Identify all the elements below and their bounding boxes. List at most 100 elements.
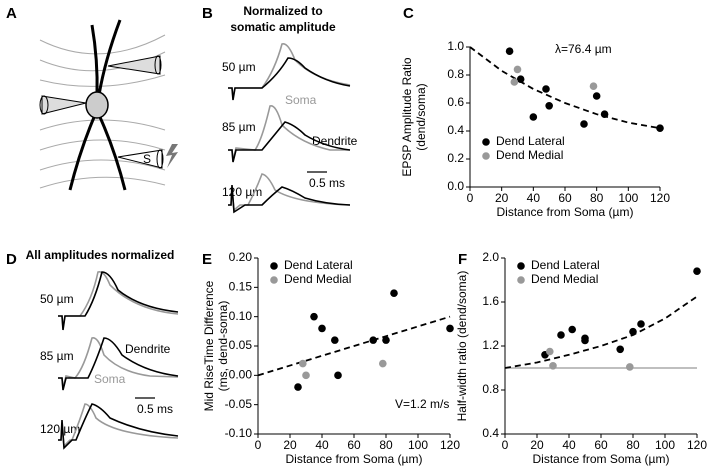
x-tick-label: 60 [558,191,572,205]
data-point [600,110,609,118]
data-point [626,363,634,371]
x-tick-label: 120 [687,438,707,452]
x-tick-label: 100 [408,438,428,452]
scale-label: 0.5 ms [309,176,345,190]
y-axis-label: EPSP Amplitude Ratio [400,57,414,177]
scale-label: 0.5 ms [137,402,173,416]
y-tick-label: 0.8 [482,382,499,396]
legend-label: Dend Medial [496,148,563,162]
x-tick-label: 40 [315,438,329,452]
traces [58,270,179,450]
y-tick-label: 0.10 [229,309,253,323]
data-point [446,324,454,333]
x-axis-label: Distance from Soma (µm) [286,452,423,466]
y-tick-label: 0.05 [229,338,253,352]
x-axis-label: Distance from Soma (µm) [533,452,670,466]
data-point [302,371,310,380]
x-tick-label: 20 [495,191,509,205]
data-point [637,320,645,328]
panel-title: All amplitudes normalized [26,248,175,262]
panel-title: somatic amplitude [230,20,336,34]
y-tick-label: 0.00 [229,368,253,382]
y-tick-label: 0.6 [447,95,464,109]
data-point [557,331,565,339]
data-point [369,336,378,344]
data-point [629,327,637,336]
data-point [513,65,522,74]
y-tick-label: 0.0 [447,179,464,193]
data-point [334,371,342,380]
legend-marker [517,262,525,270]
dendrite-label: Dendrite [312,134,358,148]
data-point [580,120,588,128]
x-tick-label: 100 [655,438,675,452]
x-tick-label: 80 [590,191,604,205]
data-point [318,324,326,333]
data-point [505,47,514,55]
x-tick-label: 20 [530,438,544,452]
data-point [542,85,550,93]
panel-label: E [202,251,212,268]
soma-label: Soma [94,372,126,386]
data-point [546,347,554,356]
data-point [568,325,576,334]
y-tick-label: 0.20 [229,250,253,264]
data-point [331,336,339,344]
x-tick-label: 120 [440,438,460,452]
dendrite-label: Dendrite [125,342,171,356]
data-point [379,359,387,368]
x-tick-label: 20 [283,438,297,452]
y-tick-label: 1.2 [482,338,499,352]
x-tick-label: 80 [379,438,393,452]
y-tick-label: 0.4 [482,426,499,440]
panel-title: Normalized to [243,4,322,18]
x-tick-label: 60 [347,438,361,452]
y-axis-label: (dend/soma) [414,83,428,150]
y-tick-label: 0.15 [229,280,253,294]
panel-label: C [403,5,414,22]
y-axis-label: Mid RiseTime Difference [202,280,216,411]
x-tick-label: 100 [618,191,638,205]
legend-label: Dend Lateral [496,134,565,148]
y-axis-label: (ms, dend-soma) [216,301,230,392]
legend-label: Dend Medial [284,272,351,286]
legend-label: Dend Lateral [284,258,353,272]
schematic [39,19,178,191]
y-tick-label: -0.05 [225,397,253,411]
trace-label: 85 µm [222,120,256,134]
soma-label: Soma [285,93,317,107]
stim-label: S [143,152,151,166]
trace-label: 85 µm [40,349,74,363]
panel-label: A [6,5,17,22]
data-point [310,312,318,321]
x-tick-label: 40 [562,438,576,452]
trace-label: 120 µm [40,422,80,436]
x-axis-label: Distance from Soma (µm) [497,205,634,219]
data-point [693,267,701,276]
y-tick-label: 0.2 [447,151,464,165]
x-tick-label: 120 [650,191,670,205]
legend-marker [270,262,278,270]
data-point [656,124,664,132]
data-point [382,336,390,344]
legend-marker [517,276,525,284]
legend-label: Dend Lateral [531,258,600,272]
y-tick-label: 1.0 [447,39,464,53]
data-point [549,362,557,370]
y-tick-label: -0.10 [225,426,253,440]
data-point [516,75,525,83]
y-tick-label: 1.6 [482,294,499,308]
annotation: V=1.2 m/s [395,397,449,411]
data-point [529,113,538,121]
x-tick-label: 60 [594,438,608,452]
fit-line [257,315,451,377]
panel-label: D [6,251,17,268]
data-point [390,289,398,298]
annotation: λ=76.4 µm [555,42,612,56]
fit-line [469,46,661,130]
data-point [510,78,519,86]
x-tick-label: 80 [626,438,640,452]
x-tick-label: 0 [255,438,262,452]
fit-line [504,295,698,369]
